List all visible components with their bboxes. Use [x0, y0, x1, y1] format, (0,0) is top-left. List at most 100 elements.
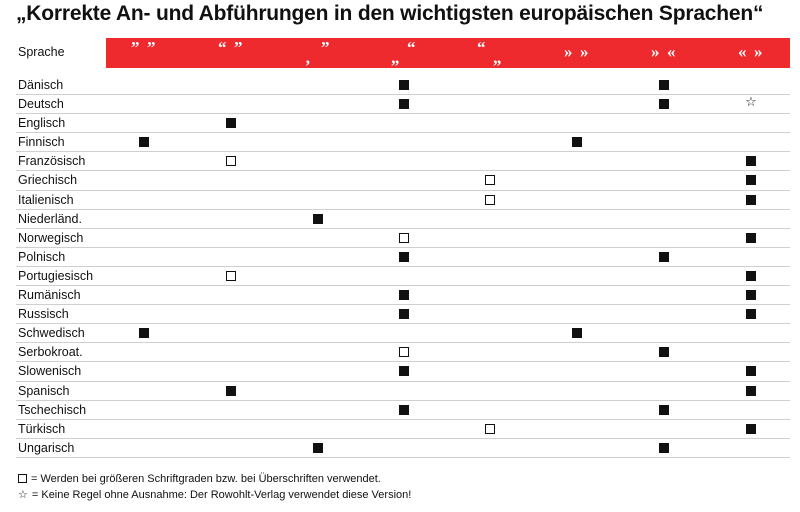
filled-square-icon [659, 99, 669, 110]
table-row: Schwedisch [16, 324, 790, 344]
table-row: Ungarisch [16, 439, 790, 458]
filled-square-icon [399, 309, 409, 320]
language-name: Serbokroat. [18, 345, 83, 360]
language-name: Russisch [18, 307, 69, 322]
table-row: Portugiesisch [16, 267, 790, 287]
closing-quote: ” [234, 38, 243, 57]
language-name: Schwedisch [18, 326, 85, 341]
filled-square-icon [399, 404, 409, 415]
legend-star-text: = Keine Regel ohne Ausnahme: Der Rowohlt… [31, 489, 412, 501]
quote-style-6: »» [534, 38, 620, 68]
filled-square-icon [399, 366, 409, 377]
closing-quote: « [667, 42, 676, 61]
filled-square-icon [746, 194, 756, 205]
language-name: Rumänisch [18, 288, 81, 303]
quote-styles-header: ”” “” ‚” „ ““„»»» ««» [106, 38, 790, 68]
language-name: Türkisch [18, 421, 66, 436]
language-name: Englisch [18, 116, 66, 131]
filled-square-icon [746, 232, 756, 243]
table-row: Dänisch [16, 76, 790, 96]
table-row: Französisch [16, 152, 790, 172]
quote-style-2: “” [188, 38, 274, 68]
table-row: Niederländ. [16, 210, 790, 229]
open-square-icon [226, 270, 236, 281]
filled-square-icon [746, 270, 756, 281]
table-row: Tschechisch [16, 401, 790, 420]
table-row: Slowenisch [16, 362, 790, 382]
filled-square-icon [313, 213, 323, 224]
language-name: Deutsch [18, 97, 64, 112]
filled-square-icon [572, 137, 582, 148]
table-row: Spanisch [16, 382, 790, 401]
filled-square-icon [746, 309, 756, 320]
table-row: Serbokroat. [16, 343, 790, 363]
opening-quote: “ [218, 38, 227, 57]
filled-square-icon [659, 347, 669, 358]
filled-square-icon [313, 442, 323, 453]
table-row: Türkisch [16, 420, 790, 439]
filled-square-icon [659, 404, 669, 415]
filled-square-icon [399, 99, 409, 110]
filled-square-icon [226, 118, 236, 129]
language-name: Spanisch [18, 383, 70, 398]
column-header-language: Sprache [18, 45, 65, 59]
filled-square-icon [746, 385, 756, 396]
language-table: Dänisch Deutsch ☆ Englisch Finnisch Französis… [16, 76, 790, 458]
quote-style-4: „ “ [361, 38, 447, 68]
closing-quote: „ [493, 48, 502, 67]
opening-quote: » [651, 42, 660, 61]
table-row: Finnisch [16, 133, 790, 153]
filled-square-icon [659, 442, 669, 453]
language-name: Tschechisch [18, 402, 87, 417]
quote-style-7: » « [621, 38, 707, 68]
table-row: Deutsch ☆ [16, 95, 790, 115]
table-row: Griechisch [16, 171, 790, 191]
language-name: Ungarisch [18, 440, 75, 455]
open-square-icon [18, 474, 27, 483]
table-row: Russisch [16, 305, 790, 325]
language-name: Slowenisch [18, 364, 82, 379]
filled-square-icon [139, 137, 149, 148]
filled-square-icon [659, 251, 669, 262]
legend-open-text: = Werden bei größeren Schriftgraden bzw.… [31, 473, 381, 485]
open-square-icon [399, 232, 409, 243]
quote-style-8: «» [708, 38, 794, 68]
filled-square-icon [399, 80, 409, 90]
table-row: Rumänisch [16, 286, 790, 306]
star-icon: ☆ [745, 95, 757, 111]
language-name: Portugiesisch [18, 268, 94, 283]
filled-square-icon [139, 328, 149, 339]
table-row: Norwegisch [16, 229, 790, 248]
language-name: Niederländ. [18, 211, 82, 226]
closing-quote: ” [147, 38, 156, 57]
filled-square-icon [746, 290, 756, 301]
opening-quote: « [738, 42, 747, 61]
opening-quote: ‚ [305, 48, 311, 67]
legend-star: ☆ = Keine Regel ohne Ausnahme: Der Rowohl… [18, 488, 411, 501]
language-name: Polnisch [18, 249, 66, 264]
star-icon: ☆ [18, 488, 28, 501]
opening-quote: ” [131, 38, 140, 57]
language-name: Norwegisch [18, 230, 84, 245]
quote-style-1: ”” [101, 38, 187, 68]
table-row: Polnisch [16, 248, 790, 267]
open-square-icon [226, 156, 236, 167]
page-title: „Korrekte An- und Abführungen in den wic… [16, 2, 764, 25]
filled-square-icon [746, 366, 756, 377]
language-name: Französisch [18, 154, 86, 169]
open-square-icon [399, 347, 409, 358]
quote-style-5: “„ [447, 38, 533, 68]
filled-square-icon [746, 423, 756, 434]
closing-quote: “ [407, 38, 416, 57]
filled-square-icon [226, 385, 236, 396]
filled-square-icon [746, 175, 756, 186]
opening-quote: “ [477, 38, 486, 57]
filled-square-icon [399, 251, 409, 262]
filled-square-icon [399, 290, 409, 301]
filled-square-icon [572, 328, 582, 339]
language-name: Griechisch [18, 173, 78, 188]
open-square-icon [485, 175, 495, 186]
filled-square-icon [746, 156, 756, 167]
language-name: Italienisch [18, 192, 74, 207]
closing-quote: ” [321, 38, 330, 57]
